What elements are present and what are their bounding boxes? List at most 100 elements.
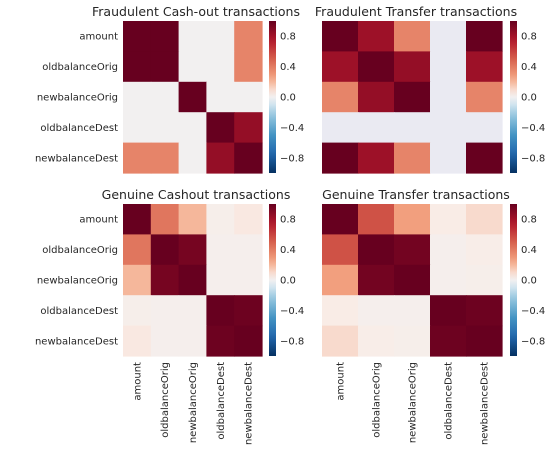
heatmap-cell xyxy=(322,142,359,174)
heatmap-cell xyxy=(234,325,263,357)
colorbar-tick-label: 0.8 xyxy=(521,215,537,226)
heatmap-cell xyxy=(150,51,180,83)
heatmap-cell xyxy=(123,21,152,52)
heatmap-cell xyxy=(466,142,503,174)
heatmap-cell xyxy=(430,142,467,174)
heatmap-cell xyxy=(430,51,467,83)
heatmap-cell xyxy=(150,81,180,113)
colorbar-tick-label: −0.8 xyxy=(280,153,304,164)
heatmap-panel-3: Genuine Cashout transactions amount oldbal… xyxy=(35,187,304,445)
heatmap-cell xyxy=(178,51,207,83)
heatmap-cell xyxy=(358,264,395,296)
heatmap-cell xyxy=(206,112,235,144)
colorbar-tick-label: 0.8 xyxy=(521,32,537,43)
row-tick-label: newbalanceDest xyxy=(35,336,118,347)
row-tick-label: oldbalanceDest xyxy=(40,306,118,317)
heatmap-cell xyxy=(123,234,152,266)
heatmap-cell xyxy=(206,142,235,174)
colorbar-tick-label: 0.0 xyxy=(280,276,296,287)
heatmap-cell xyxy=(358,204,395,235)
heatmap-cell xyxy=(322,234,359,266)
heatmap-cell xyxy=(322,21,359,52)
heatmap-cell xyxy=(466,204,503,235)
heatmap-cell xyxy=(234,234,263,266)
heatmap-cell xyxy=(394,142,431,174)
heatmap-panel-2: Fraudulent Transfer transactions0.80.40.… xyxy=(315,4,545,174)
colorbar: 0.8 0.4 0.0 −0.4 −0.8 xyxy=(510,204,545,356)
colorbar-tick-label: −0.4 xyxy=(521,123,545,134)
row-tick-label: newbalanceOrig xyxy=(37,93,118,104)
heatmap-cell xyxy=(123,51,152,83)
heatmap-cell xyxy=(178,295,207,327)
col-tick-label: oldbalanceOrig xyxy=(160,362,171,438)
heatmap-cell xyxy=(358,81,395,113)
heatmap-cell xyxy=(466,21,503,52)
heatmap-cell xyxy=(430,234,467,266)
heatmap-cell xyxy=(234,81,263,113)
heatmap-cell xyxy=(430,204,467,235)
heatmap-cell xyxy=(150,264,180,296)
colorbar: 0.8 0.4 0.0 −0.4 −0.8 xyxy=(510,21,545,173)
colorbar-tick-label: 0.0 xyxy=(521,93,537,104)
colorbar-tick-label: −0.4 xyxy=(521,306,545,317)
col-tick-label: oldbalanceOrig xyxy=(372,362,383,438)
colorbar-gradient xyxy=(510,21,517,173)
col-tick-label: newbalanceOrig xyxy=(188,362,199,443)
heatmap-cell xyxy=(178,264,207,296)
heatmap-cell xyxy=(206,204,235,235)
heatmap-cell xyxy=(206,295,235,327)
heatmap-cell xyxy=(206,325,235,357)
panel-title: Genuine Transfer transactions xyxy=(322,187,510,202)
panel-title: Fraudulent Transfer transactions xyxy=(315,4,517,19)
colorbar-tick-label: 0.4 xyxy=(280,245,296,256)
heatmap-cell xyxy=(150,112,180,144)
colorbar-tick-label: 0.4 xyxy=(280,62,296,73)
heatmap-cell xyxy=(206,51,235,83)
row-tick-label: newbalanceOrig xyxy=(37,276,118,287)
heatmap-cell xyxy=(430,295,467,327)
heatmap-cell xyxy=(150,142,180,174)
heatmap-cell xyxy=(123,112,152,144)
heatmap-cell xyxy=(234,21,263,52)
colorbar-tick-label: 0.4 xyxy=(521,62,537,73)
heatmap-panel-1: Fraudulent Cash-out transactions amount ol… xyxy=(35,4,304,174)
heatmap-cell xyxy=(150,325,180,357)
col-tick-label: oldbalanceDest xyxy=(216,362,227,440)
row-tick-label: amount xyxy=(79,215,118,226)
colorbar-tick-label: −0.4 xyxy=(280,123,304,134)
heatmap-cell xyxy=(394,264,431,296)
panel-title: Fraudulent Cash-out transactions xyxy=(92,4,300,19)
heatmap-cell xyxy=(358,112,395,144)
colorbar-tick-label: 0.0 xyxy=(521,276,537,287)
heatmap-cell xyxy=(466,112,503,144)
heatmap-cell xyxy=(150,204,180,235)
colorbar-gradient xyxy=(269,204,276,356)
heatmap-cell xyxy=(206,81,235,113)
col-tick-label: newbalanceOrig xyxy=(408,362,419,443)
heatmap-cell xyxy=(394,112,431,144)
heatmap-cell xyxy=(234,51,263,83)
heatmap-cell xyxy=(234,264,263,296)
heatmap-cell xyxy=(206,234,235,266)
colorbar-tick-label: 0.0 xyxy=(280,93,296,104)
colorbar-tick-label: −0.8 xyxy=(521,336,545,347)
row-tick-label: amount xyxy=(79,32,118,43)
heatmap-cell xyxy=(394,204,431,235)
heatmap-cell xyxy=(234,204,263,235)
heatmap-cell xyxy=(430,81,467,113)
heatmap-cell xyxy=(178,234,207,266)
heatmap-cell xyxy=(394,51,431,83)
heatmap-cell xyxy=(178,325,207,357)
colorbar-tick-label: 0.8 xyxy=(280,215,296,226)
heatmap-cell xyxy=(123,204,152,235)
heatmap-cell xyxy=(178,21,207,52)
col-tick-label: oldbalanceDest xyxy=(444,362,455,440)
heatmap-cell xyxy=(123,142,152,174)
heatmap-cell xyxy=(123,295,152,327)
heatmap-cell xyxy=(178,81,207,113)
heatmap-cell xyxy=(234,112,263,144)
colorbar-tick-label: −0.8 xyxy=(521,153,545,164)
heatmap-cell xyxy=(358,234,395,266)
heatmap-cell xyxy=(178,142,207,174)
